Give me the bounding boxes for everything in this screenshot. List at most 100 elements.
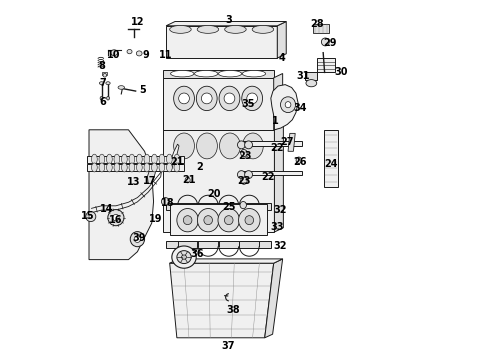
- Ellipse shape: [172, 246, 196, 268]
- Polygon shape: [171, 144, 179, 170]
- Text: 22: 22: [270, 143, 284, 153]
- Ellipse shape: [100, 96, 103, 100]
- Ellipse shape: [181, 255, 187, 259]
- Ellipse shape: [174, 154, 180, 164]
- Ellipse shape: [129, 163, 135, 172]
- Ellipse shape: [219, 86, 240, 111]
- Polygon shape: [170, 259, 283, 263]
- Polygon shape: [317, 58, 335, 72]
- Ellipse shape: [243, 71, 266, 77]
- Text: 6: 6: [100, 97, 106, 107]
- Text: 19: 19: [148, 214, 162, 224]
- Ellipse shape: [167, 154, 172, 164]
- Text: 11: 11: [159, 50, 172, 60]
- Ellipse shape: [177, 251, 191, 264]
- Polygon shape: [147, 166, 155, 184]
- Polygon shape: [89, 130, 153, 260]
- Ellipse shape: [245, 141, 252, 149]
- Ellipse shape: [197, 26, 219, 33]
- Ellipse shape: [159, 154, 165, 164]
- Ellipse shape: [224, 93, 235, 104]
- Polygon shape: [324, 130, 338, 187]
- Ellipse shape: [99, 82, 104, 85]
- Ellipse shape: [144, 154, 150, 164]
- Ellipse shape: [129, 154, 135, 164]
- Polygon shape: [277, 22, 286, 58]
- Ellipse shape: [137, 163, 142, 172]
- Ellipse shape: [173, 86, 195, 111]
- Ellipse shape: [242, 86, 263, 111]
- Ellipse shape: [118, 86, 124, 89]
- Ellipse shape: [106, 82, 110, 85]
- Ellipse shape: [225, 26, 246, 33]
- Text: 13: 13: [127, 177, 141, 187]
- Ellipse shape: [171, 71, 194, 77]
- Text: 3: 3: [225, 15, 232, 26]
- Ellipse shape: [174, 163, 180, 172]
- Polygon shape: [305, 72, 317, 80]
- Ellipse shape: [99, 163, 105, 172]
- Ellipse shape: [219, 71, 242, 77]
- Text: 38: 38: [226, 305, 240, 315]
- Ellipse shape: [114, 154, 120, 164]
- Ellipse shape: [241, 177, 247, 184]
- Ellipse shape: [183, 216, 192, 225]
- Ellipse shape: [185, 177, 190, 183]
- Ellipse shape: [238, 171, 245, 179]
- Ellipse shape: [306, 80, 317, 87]
- Polygon shape: [163, 130, 274, 232]
- Ellipse shape: [196, 86, 217, 111]
- Ellipse shape: [238, 141, 245, 149]
- Text: 14: 14: [100, 204, 114, 214]
- Ellipse shape: [241, 149, 247, 157]
- Text: 32: 32: [274, 206, 287, 216]
- Text: 10: 10: [107, 50, 121, 60]
- Text: 26: 26: [293, 157, 306, 167]
- Ellipse shape: [151, 163, 157, 172]
- Ellipse shape: [167, 163, 172, 172]
- Ellipse shape: [252, 26, 274, 33]
- Text: 23: 23: [238, 150, 252, 161]
- Ellipse shape: [113, 215, 119, 221]
- Text: 34: 34: [294, 103, 307, 113]
- Polygon shape: [87, 164, 184, 171]
- Ellipse shape: [218, 208, 240, 232]
- Text: 4: 4: [279, 53, 286, 63]
- Text: 29: 29: [323, 38, 337, 48]
- Ellipse shape: [220, 133, 240, 159]
- Polygon shape: [170, 263, 274, 338]
- Text: 22: 22: [261, 172, 274, 182]
- Ellipse shape: [106, 154, 112, 164]
- Polygon shape: [242, 171, 302, 175]
- Ellipse shape: [204, 216, 213, 225]
- Ellipse shape: [179, 93, 190, 104]
- Text: 24: 24: [324, 159, 338, 169]
- Ellipse shape: [321, 38, 329, 46]
- Ellipse shape: [245, 171, 252, 179]
- Ellipse shape: [108, 210, 124, 226]
- Ellipse shape: [89, 215, 93, 219]
- Text: 5: 5: [139, 85, 146, 95]
- Text: 25: 25: [222, 202, 236, 212]
- Ellipse shape: [280, 97, 295, 113]
- Ellipse shape: [197, 208, 219, 232]
- Polygon shape: [166, 26, 277, 58]
- Polygon shape: [163, 78, 274, 130]
- Polygon shape: [271, 85, 298, 130]
- Text: 35: 35: [242, 99, 255, 109]
- Polygon shape: [87, 156, 184, 163]
- Text: 31: 31: [296, 71, 310, 81]
- Text: 20: 20: [207, 189, 221, 199]
- Polygon shape: [102, 72, 107, 75]
- Ellipse shape: [127, 49, 132, 54]
- Polygon shape: [242, 141, 302, 146]
- Ellipse shape: [195, 71, 218, 77]
- Ellipse shape: [247, 93, 258, 104]
- Polygon shape: [166, 203, 271, 211]
- Ellipse shape: [92, 154, 97, 164]
- Ellipse shape: [134, 236, 141, 242]
- Polygon shape: [274, 126, 283, 232]
- Ellipse shape: [161, 198, 170, 206]
- Polygon shape: [166, 241, 271, 248]
- Text: 1: 1: [272, 116, 279, 126]
